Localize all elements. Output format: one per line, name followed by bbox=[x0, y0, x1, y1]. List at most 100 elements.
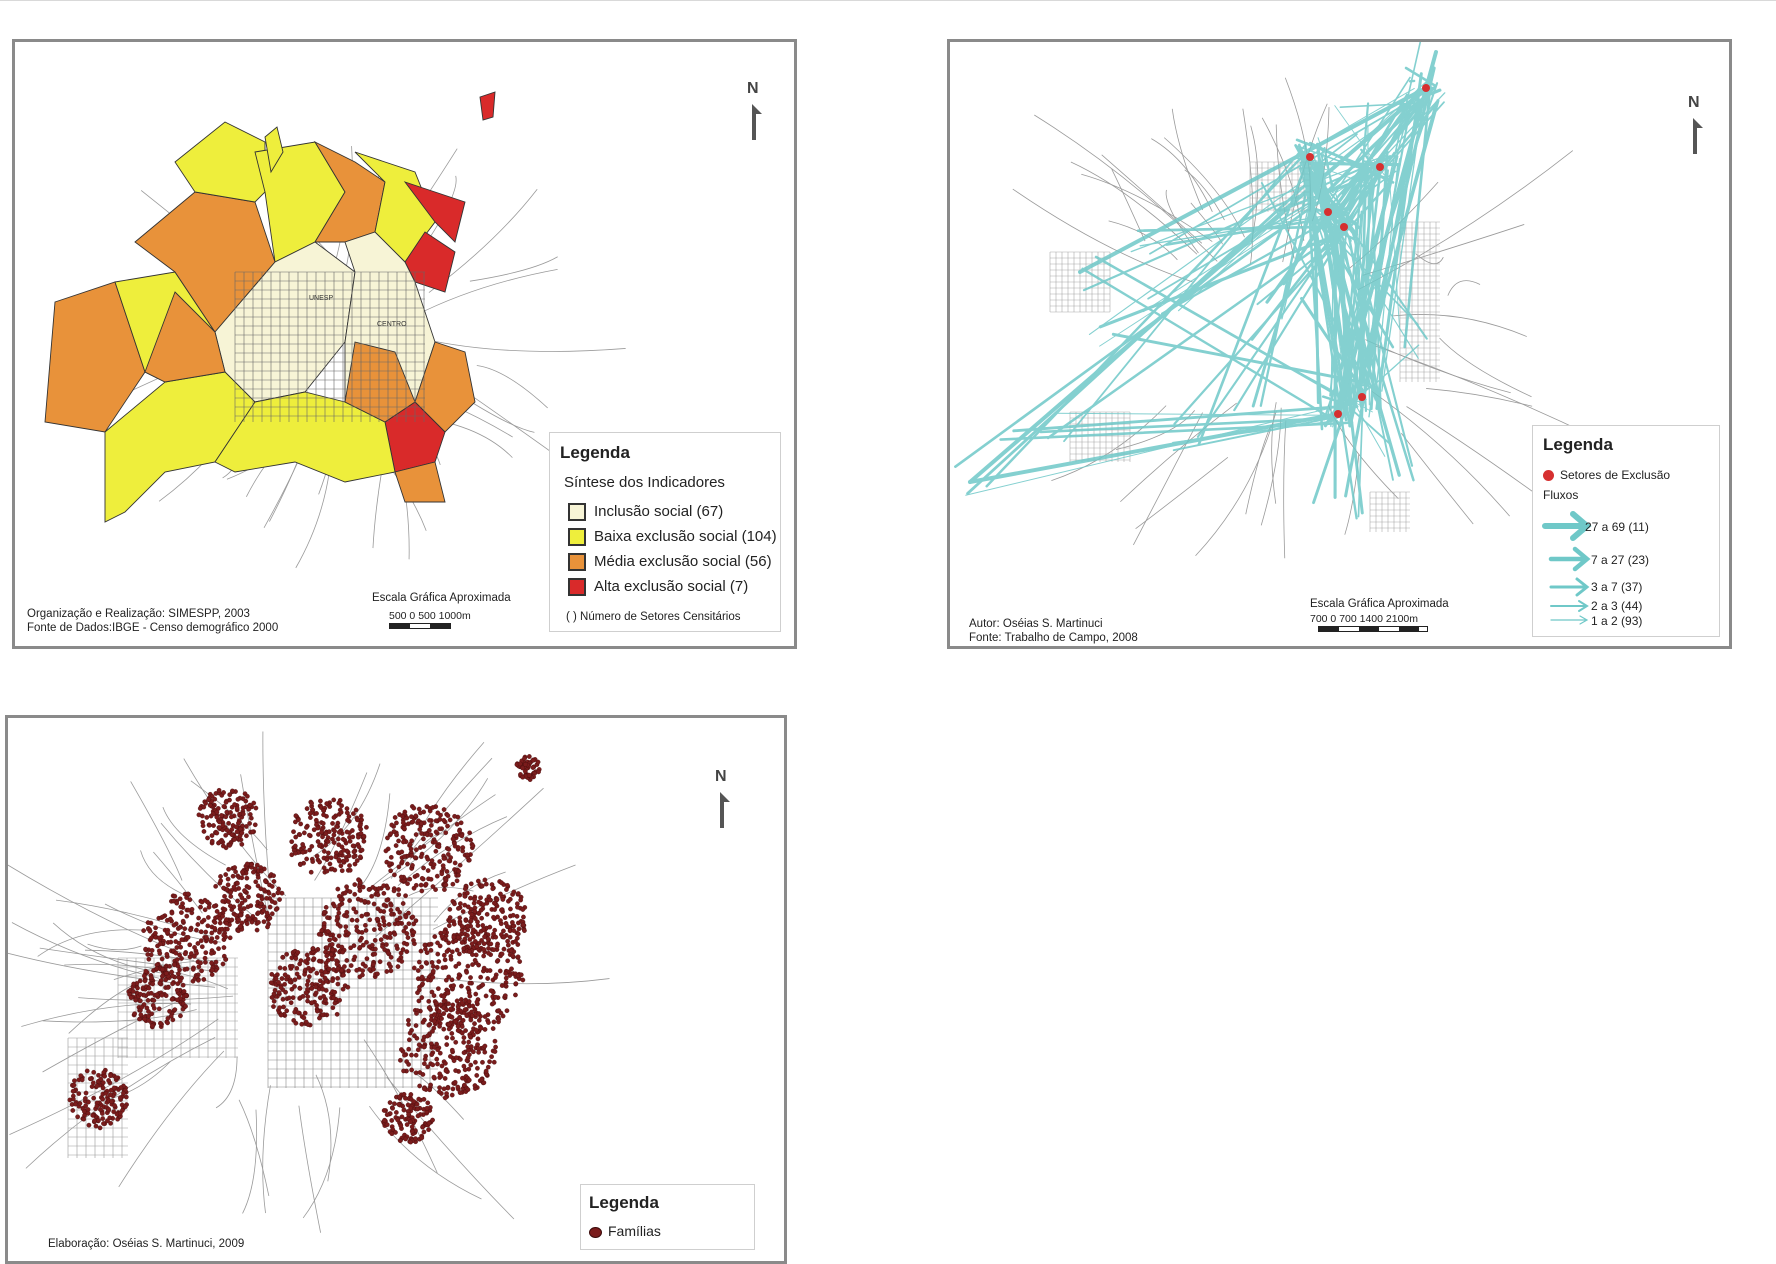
family-dot bbox=[406, 1037, 412, 1043]
legend-box: Legenda Famílias bbox=[580, 1184, 755, 1250]
family-dot bbox=[399, 859, 405, 865]
family-dot bbox=[446, 1026, 452, 1032]
family-dot bbox=[221, 804, 227, 809]
family-dot bbox=[455, 934, 461, 940]
family-dot bbox=[206, 904, 212, 910]
family-dot bbox=[328, 855, 334, 861]
family-dot bbox=[183, 1003, 188, 1009]
family-dot bbox=[461, 1040, 467, 1045]
legend-box: Legenda Síntese dos Indicadores Inclusão… bbox=[549, 432, 781, 632]
family-dot bbox=[324, 868, 330, 874]
family-dot bbox=[459, 1024, 465, 1029]
family-dot bbox=[389, 822, 395, 828]
family-dot bbox=[340, 949, 346, 955]
family-dot-icon bbox=[589, 1226, 602, 1238]
family-dot bbox=[195, 941, 201, 946]
family-dot bbox=[71, 1082, 77, 1088]
family-dot bbox=[229, 917, 235, 923]
family-dot bbox=[396, 892, 402, 898]
family-dot bbox=[307, 811, 313, 816]
family-dot bbox=[190, 967, 196, 972]
family-dot bbox=[388, 855, 394, 860]
road bbox=[9, 1018, 219, 1135]
family-dot bbox=[289, 839, 295, 844]
family-dot bbox=[353, 807, 359, 813]
family-dot bbox=[184, 966, 190, 972]
family-dot bbox=[185, 891, 191, 897]
flow-line bbox=[1295, 138, 1373, 171]
family-dot bbox=[307, 847, 312, 853]
road bbox=[1070, 161, 1198, 255]
family-dot bbox=[504, 1008, 510, 1014]
family-dot bbox=[492, 907, 498, 912]
family-dot bbox=[290, 963, 295, 969]
family-dot bbox=[297, 832, 303, 838]
family-dot bbox=[118, 1085, 124, 1090]
family-dot bbox=[393, 843, 399, 848]
family-dot bbox=[182, 926, 188, 932]
family-dot bbox=[382, 1117, 387, 1123]
red-dot-icon bbox=[1543, 470, 1554, 482]
family-dot bbox=[323, 905, 329, 910]
family-dot bbox=[293, 1020, 299, 1026]
family-dot bbox=[358, 813, 364, 819]
family-dot bbox=[165, 930, 170, 936]
family-dot bbox=[411, 805, 417, 811]
family-dot bbox=[367, 917, 373, 923]
family-dot bbox=[427, 817, 432, 823]
family-dot bbox=[289, 955, 295, 961]
family-dot bbox=[268, 980, 274, 986]
family-dot bbox=[223, 957, 229, 962]
road bbox=[262, 731, 269, 877]
family-dot bbox=[413, 813, 419, 819]
family-dot bbox=[397, 1138, 403, 1143]
family-dot bbox=[335, 981, 341, 987]
family-dot bbox=[486, 1020, 491, 1025]
family-dot bbox=[522, 768, 528, 774]
family-dot bbox=[358, 826, 364, 832]
family-dot bbox=[386, 922, 392, 927]
family-dot bbox=[435, 1061, 440, 1067]
family-dot bbox=[335, 886, 341, 892]
family-dot bbox=[381, 918, 387, 924]
family-dot bbox=[506, 942, 511, 948]
family-dot bbox=[432, 934, 438, 939]
family-dot bbox=[304, 856, 309, 862]
family-dot bbox=[239, 842, 245, 847]
family-dot bbox=[387, 861, 392, 866]
family-dot bbox=[423, 946, 428, 952]
family-dot bbox=[482, 1043, 488, 1049]
family-dot bbox=[261, 919, 267, 925]
family-dot bbox=[456, 975, 461, 981]
family-dot bbox=[464, 837, 470, 842]
family-dot bbox=[436, 1008, 442, 1014]
family-dot bbox=[409, 1067, 414, 1073]
flow-line bbox=[1316, 165, 1366, 184]
family-dot bbox=[153, 930, 158, 936]
family-dot bbox=[392, 815, 398, 820]
family-dot bbox=[256, 919, 261, 925]
family-dot bbox=[472, 1021, 477, 1026]
north-arrow: N bbox=[743, 80, 773, 150]
road bbox=[1271, 402, 1277, 504]
family-dot bbox=[78, 1073, 84, 1079]
family-dot bbox=[453, 1019, 459, 1024]
family-dot bbox=[280, 996, 286, 1002]
family-dot bbox=[173, 939, 179, 944]
family-dot bbox=[403, 893, 408, 899]
family-dot bbox=[494, 897, 500, 902]
family-dot bbox=[347, 898, 352, 903]
family-dot bbox=[429, 989, 435, 995]
family-dot bbox=[406, 1046, 412, 1052]
family-dot bbox=[341, 848, 347, 853]
family-dot bbox=[360, 968, 365, 974]
family-dot bbox=[212, 925, 218, 931]
family-dot bbox=[342, 964, 347, 969]
family-dot bbox=[346, 968, 351, 974]
road bbox=[298, 1105, 322, 1233]
family-dot bbox=[467, 980, 473, 986]
family-dot bbox=[192, 945, 197, 950]
family-dot bbox=[488, 941, 494, 947]
family-dot bbox=[440, 965, 446, 971]
family-dot bbox=[334, 961, 340, 967]
